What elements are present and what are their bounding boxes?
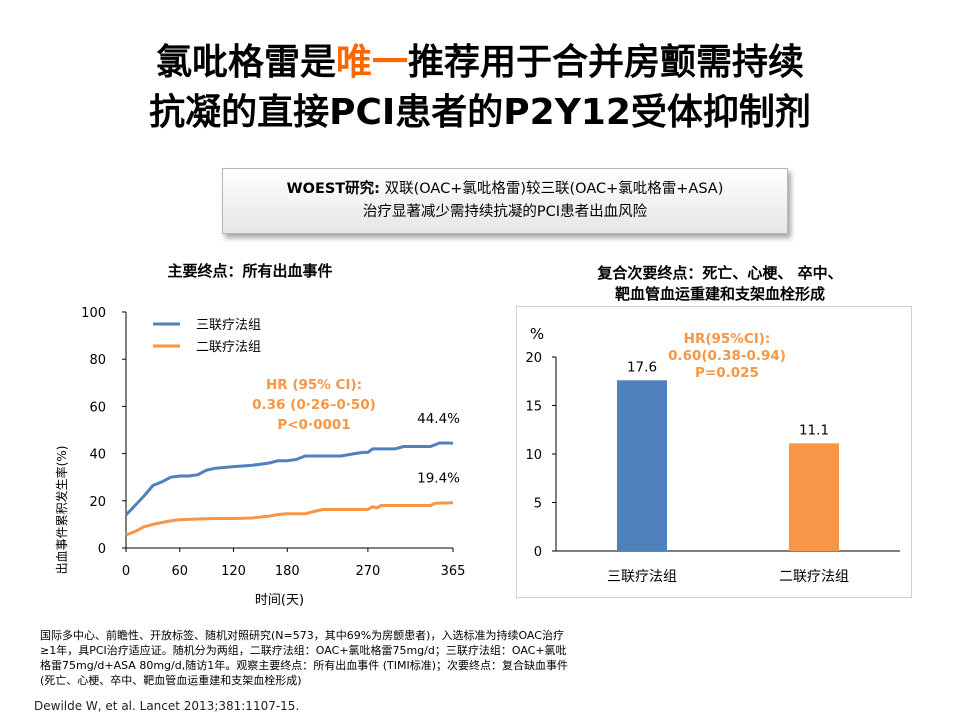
legend-label-1: 三联疗法组 — [196, 318, 261, 333]
bar-hr-annotation-line-1: HR(95%CI): — [684, 331, 771, 347]
hr-annotation-line-3: P<0·0001 — [277, 417, 350, 433]
x-tick-label: 0 — [122, 564, 130, 579]
bar-y-tick-label: 0 — [534, 545, 542, 560]
footnote: 国际多中心、前瞻性、开放标签、随机对照研究(N=573，其中69%为房颤患者)，… — [40, 628, 680, 688]
series-line-1 — [124, 441, 454, 517]
x-tick-label: 365 — [441, 564, 466, 579]
right-chart-title-line-2: 靶血管血运重建和支架血栓形成 — [614, 285, 825, 303]
legend-label-2: 二联疗法组 — [196, 340, 261, 355]
series-end-label-1: 44.4% — [417, 411, 460, 427]
title-line-1: 氯吡格雷是唯一推荐用于合并房颤需持续 — [0, 38, 960, 88]
bar-1 — [617, 380, 667, 551]
bar-hr-annotation-line-3: P=0.025 — [695, 365, 759, 381]
title-highlight: 唯一 — [335, 42, 408, 83]
bar-category-label-2: 二联疗法组 — [779, 569, 849, 585]
bar-hr-annotation-line-2: 0.60(0.38-0.94) — [668, 348, 786, 364]
y-tick-label: 20 — [89, 495, 106, 510]
callout-study-name: WOEST研究: — [286, 181, 380, 197]
y-tick-label: 40 — [89, 448, 106, 463]
bar-category-label-1: 三联疗法组 — [607, 569, 677, 585]
title-text-b: 推荐用于合并房颤需持续 — [408, 42, 805, 83]
x-tick-label: 120 — [221, 564, 246, 579]
bar-y-tick-label: 20 — [525, 351, 542, 366]
study-callout-box: WOEST研究: 双联(OAC+氯吡格雷)较三联(OAC+氯吡格雷+ASA) 治… — [222, 168, 788, 234]
y-tick-label: 80 — [89, 353, 106, 368]
x-tick-label: 60 — [171, 564, 188, 579]
footnote-line-3: 格雷75mg/d+ASA 80mg/d,随访1年。观察主要终点：所有出血事件 (… — [40, 659, 568, 672]
bar-y-tick-label: 5 — [534, 497, 542, 512]
reference: Dewilde W, et al. Lancet 2013;381:1107-1… — [34, 699, 300, 713]
right-chart-title: 复合次要终点：死亡、心梗、 卒中、 靶血管血运重建和支架血栓形成 — [540, 263, 900, 305]
bar-chart-panel — [516, 306, 912, 598]
bar-2 — [789, 443, 839, 551]
y-axis-label: 出血事件累积发生率(%) — [54, 446, 69, 575]
callout-line-2: 治疗显著减少需持续抗凝的PCI患者出血风险 — [362, 204, 648, 220]
slide-title: 氯吡格雷是唯一推荐用于合并房颤需持续 抗凝的直接PCI患者的P2Y12受体抑制剂 — [0, 38, 960, 138]
y-tick-label: 60 — [89, 400, 106, 415]
callout-text-1: 双联(OAC+氯吡格雷)较三联(OAC+氯吡格雷+ASA) — [379, 181, 724, 197]
footnote-line-2: ≥1年，具PCI治疗适应证。随机分为两组，二联疗法组：OAC+氯吡格雷75mg/… — [40, 644, 567, 657]
bar-value-label-2: 11.1 — [799, 422, 829, 438]
left-chart-title: 主要终点：所有出血事件 — [167, 262, 333, 280]
y-tick-label: 0 — [98, 542, 106, 557]
callout-line-1: WOEST研究: 双联(OAC+氯吡格雷)较三联(OAC+氯吡格雷+ASA) — [223, 178, 787, 201]
series-line-2 — [125, 501, 454, 537]
hr-annotation-line-2: 0.36 (0·26–0·50) — [252, 397, 376, 413]
bar-value-label-1: 17.6 — [627, 359, 657, 375]
title-text-a: 氯吡格雷是 — [155, 42, 336, 83]
x-axis-label: 时间(天) — [255, 593, 304, 608]
y-tick-label: 100 — [81, 306, 106, 321]
bar-y-tick-label: 10 — [525, 448, 542, 463]
series-end-label-2: 19.4% — [417, 471, 460, 487]
footnote-line-4: (死亡、心梗、卒中、靶血管血运重建和支架血栓形成) — [40, 674, 302, 687]
bar-y-tick-label: 15 — [525, 400, 542, 415]
hr-annotation-line-1: HR (95% CI): — [266, 377, 362, 393]
title-line-2: 抗凝的直接PCI患者的P2Y12受体抑制剂 — [149, 92, 811, 133]
x-tick-label: 180 — [275, 564, 300, 579]
x-tick-label: 270 — [355, 564, 380, 579]
right-chart-title-line-1: 复合次要终点：死亡、心梗、 卒中、 — [597, 264, 843, 282]
footnote-line-1: 国际多中心、前瞻性、开放标签、随机对照研究(N=573，其中69%为房颤患者)，… — [40, 629, 564, 642]
bar-y-axis-unit: % — [530, 325, 544, 343]
